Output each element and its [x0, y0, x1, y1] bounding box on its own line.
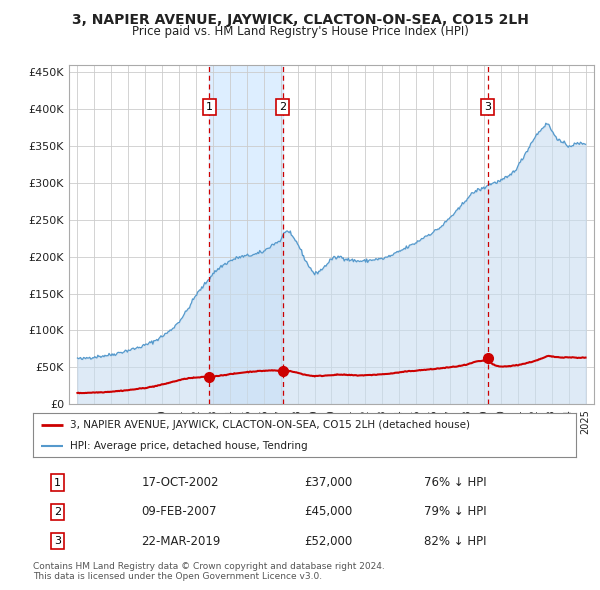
Text: 2: 2 — [54, 507, 61, 517]
Text: £37,000: £37,000 — [305, 476, 353, 489]
Text: Contains HM Land Registry data © Crown copyright and database right 2024.
This d: Contains HM Land Registry data © Crown c… — [33, 562, 385, 581]
Text: 3: 3 — [484, 102, 491, 112]
Text: 3, NAPIER AVENUE, JAYWICK, CLACTON-ON-SEA, CO15 2LH: 3, NAPIER AVENUE, JAYWICK, CLACTON-ON-SE… — [71, 13, 529, 27]
Text: 3: 3 — [54, 536, 61, 546]
Text: 22-MAR-2019: 22-MAR-2019 — [142, 535, 221, 548]
Text: £45,000: £45,000 — [305, 505, 353, 519]
Bar — [209, 65, 283, 404]
Text: 17-OCT-2002: 17-OCT-2002 — [142, 476, 219, 489]
Text: 1: 1 — [206, 102, 213, 112]
Text: 3, NAPIER AVENUE, JAYWICK, CLACTON-ON-SEA, CO15 2LH (detached house): 3, NAPIER AVENUE, JAYWICK, CLACTON-ON-SE… — [70, 421, 470, 430]
Text: 1: 1 — [54, 477, 61, 487]
Text: 2: 2 — [279, 102, 286, 112]
Text: Price paid vs. HM Land Registry's House Price Index (HPI): Price paid vs. HM Land Registry's House … — [131, 25, 469, 38]
Text: 79% ↓ HPI: 79% ↓ HPI — [424, 505, 487, 519]
Text: HPI: Average price, detached house, Tendring: HPI: Average price, detached house, Tend… — [70, 441, 308, 451]
Text: £52,000: £52,000 — [305, 535, 353, 548]
Text: 09-FEB-2007: 09-FEB-2007 — [142, 505, 217, 519]
Text: 82% ↓ HPI: 82% ↓ HPI — [424, 535, 487, 548]
Text: 76% ↓ HPI: 76% ↓ HPI — [424, 476, 487, 489]
